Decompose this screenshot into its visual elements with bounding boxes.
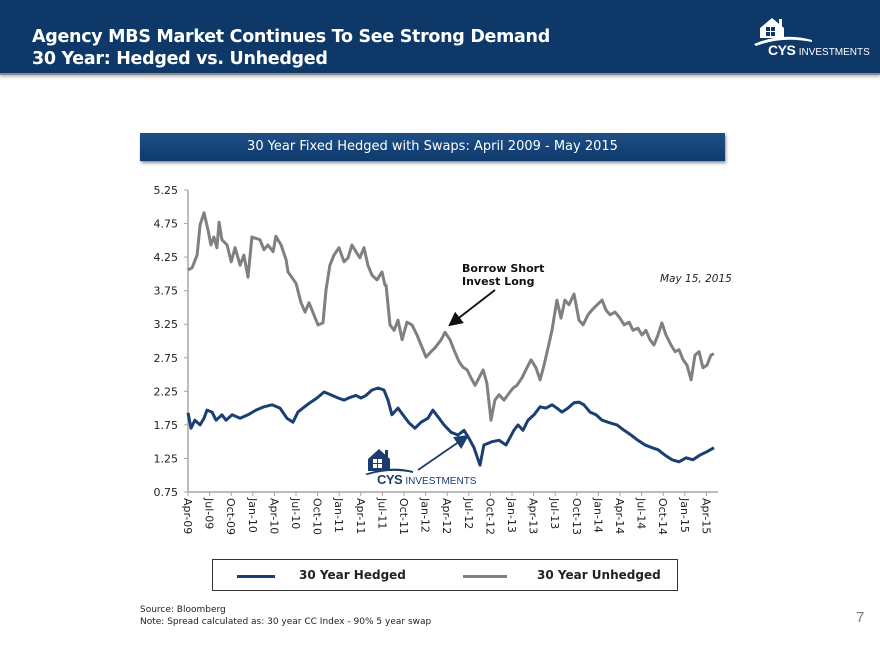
title-line-2: 30 Year: Hedged vs. Unhedged — [32, 49, 328, 69]
y-tick-label: 4.25 — [154, 251, 179, 264]
x-tick-label: Jul-13 — [548, 497, 561, 529]
x-tick-label: Apr-11 — [354, 498, 367, 534]
title-line-1: Agency MBS Market Continues To See Stron… — [32, 27, 550, 47]
date-annotation: May 15, 2015 — [660, 273, 732, 285]
x-tick-label: Jan-11 — [332, 497, 345, 533]
annotation-line-1: Borrow Short — [462, 262, 545, 275]
footer-notes: Source: Bloomberg Note: Spread calculate… — [140, 604, 431, 628]
x-tick-label: Oct-09 — [224, 498, 237, 535]
series-line-30-year-hedged — [186, 386, 715, 467]
x-tick-label: Apr-13 — [527, 498, 540, 534]
x-tick-label: Jul-14 — [635, 497, 648, 529]
x-tick-label: Jan-12 — [419, 497, 432, 533]
y-tick-label: 3.25 — [154, 318, 179, 331]
logo-text: CYS INVESTMENTS — [768, 42, 870, 58]
logo-arrow — [417, 434, 469, 471]
slide-header: Agency MBS Market Continues To See Stron… — [0, 0, 880, 75]
y-tick-label: 2.25 — [154, 385, 179, 398]
chart-axes: 5.25 4.75 4.25 3.75 3.25 2.75 2.25 1.75 1.25 0.75… — [154, 184, 718, 535]
logo-brand: CYS — [768, 42, 796, 58]
x-tick-label: Jan-15 — [678, 497, 691, 533]
line-chart: 5.25 4.75 4.25 3.75 3.25 2.75 2.25 1.75 1.25 0.75… — [154, 184, 718, 535]
logo-suffix: INVESTMENTS — [798, 47, 870, 58]
chart-logo-suffix: INVESTMENTS — [405, 476, 477, 487]
x-tick-label: Jan-10 — [246, 497, 259, 533]
source-note: Source: Bloomberg — [140, 605, 226, 615]
x-tick-label: Jul-12 — [462, 497, 475, 529]
slide-title: Agency MBS Market Continues To See Stron… — [32, 26, 550, 70]
series-line-30-year-unhedged — [187, 211, 715, 422]
x-tick-label: Jan-14 — [591, 497, 604, 533]
chart-logo: CYS INVESTMENTS — [365, 445, 476, 491]
spread-note: Note: Spread calculated as: 30 year CC I… — [140, 617, 432, 627]
legend-swatch-hedged — [237, 575, 275, 578]
legend-label-unhedged: 30 Year Unhedged — [537, 568, 661, 582]
borrow-short-annotation: Borrow Short Invest Long — [462, 262, 544, 288]
y-tick-label: 0.75 — [154, 486, 179, 499]
x-tick-label: Oct-14 — [656, 498, 669, 535]
y-tick-label: 5.25 — [154, 184, 179, 197]
x-tick-label: Jan-13 — [505, 497, 518, 533]
y-tick-label: 4.75 — [154, 218, 179, 231]
legend-label-hedged: 30 Year Hedged — [299, 568, 406, 582]
x-tick-label: Apr-09 — [181, 498, 194, 534]
company-logo: CYS INVESTMENTS — [752, 16, 870, 62]
annotation-arrows — [417, 289, 496, 471]
chart-logo-text: CYS INVESTMENTS — [377, 472, 476, 487]
x-tick-label: Jul-09 — [203, 497, 216, 529]
x-tick-label: Apr-15 — [699, 498, 712, 534]
x-tick-label: Oct-11 — [397, 498, 410, 535]
annotation-line-2: Invest Long — [462, 275, 535, 288]
chart-legend: 30 Year Hedged 30 Year Unhedged — [212, 559, 678, 591]
borrow-short-arrow — [448, 289, 496, 327]
house-icon — [365, 449, 413, 475]
x-tick-label: Oct-13 — [570, 498, 583, 535]
y-tick-label: 1.25 — [154, 452, 179, 465]
x-tick-label: Apr-10 — [267, 498, 280, 534]
x-tick-label: Oct-12 — [483, 498, 496, 535]
y-tick-label: 1.75 — [154, 419, 179, 432]
x-tick-label: Apr-12 — [440, 498, 453, 534]
chart-series — [186, 211, 715, 467]
x-tick-label: Oct-10 — [311, 498, 324, 535]
x-tick-label: Jul-10 — [289, 497, 302, 529]
x-tick-label: Jul-11 — [375, 497, 388, 529]
chart-logo-brand: CYS — [377, 472, 403, 487]
x-tick-label: Apr-14 — [613, 498, 626, 534]
page-number: 7 — [856, 609, 865, 626]
legend-swatch-unhedged — [463, 575, 507, 578]
chart-title: 30 Year Fixed Hedged with Swaps: April 2… — [140, 133, 725, 161]
y-tick-label: 3.75 — [154, 285, 179, 298]
y-tick-label: 2.75 — [154, 352, 179, 365]
house-icon — [754, 18, 812, 46]
